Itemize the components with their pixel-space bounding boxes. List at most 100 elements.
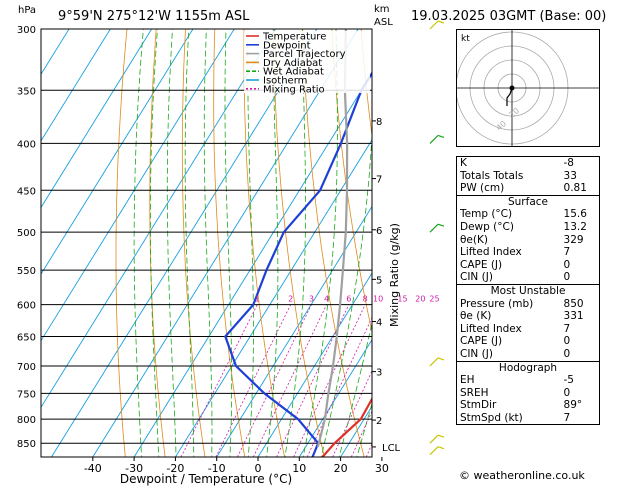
index-value: 15.6 <box>563 208 587 221</box>
wind-barb-icon <box>429 446 445 456</box>
legend-label: Temperature <box>262 32 326 43</box>
mixing-ratio-line <box>350 410 372 457</box>
index-row: Dewp (°C) 13.2 <box>457 221 600 234</box>
index-label: CAPE (J) <box>460 335 503 348</box>
index-row: Temp (°C) 15.6 <box>457 208 600 221</box>
wind-barb-icon <box>429 434 445 444</box>
hodograph-unit: kt <box>461 34 470 44</box>
wet-adiabat-line <box>184 29 195 457</box>
wet-adiabat-line <box>302 29 338 457</box>
pressure-tick-label: 550 <box>17 266 36 277</box>
wind-barb-icon <box>429 357 445 367</box>
series-temperature <box>321 396 372 457</box>
index-label: Lifted Index <box>460 322 522 335</box>
index-row: Pressure (mb) 850 <box>457 298 600 311</box>
mixing-ratio-line <box>276 304 350 457</box>
mixing-ratio-label: 10 <box>373 295 383 304</box>
indices-panel: K -8 Totals Totals 33 PW (cm) 0.81 Surface Temp… <box>456 156 600 426</box>
series-lines <box>224 29 372 457</box>
index-label: Dewp (°C) <box>460 220 514 233</box>
index-section-title: Hodograph <box>456 360 600 375</box>
index-label: StmDir <box>460 399 497 412</box>
mixing-ratio-line <box>215 304 292 457</box>
mixing-ratio-axis-label: Mixing Ratio (g/kg) <box>388 223 401 327</box>
index-label: SREH <box>460 386 489 399</box>
section-heading: Most Unstable <box>456 283 600 298</box>
dry-adiabat-line <box>360 29 372 139</box>
index-value: 329 <box>563 233 584 246</box>
pressure-tick-label: 600 <box>17 301 36 312</box>
legend-label: Mixing Ratio <box>263 84 325 95</box>
pressure-tick-label: 450 <box>17 186 36 197</box>
pressure-tick-label: 800 <box>17 415 36 426</box>
legend-box <box>244 31 370 93</box>
dry-adiabat-line <box>621 16 629 458</box>
pressure-tick-label: 300 <box>17 25 36 36</box>
pressure-tick-label: 750 <box>17 389 36 400</box>
index-label: PW (cm) <box>460 182 505 195</box>
index-label: CIN (J) <box>460 271 493 284</box>
index-value: 33 <box>563 169 577 182</box>
section-heading: Surface <box>456 194 600 209</box>
hodograph-trace <box>506 87 513 106</box>
index-label: θe(K) <box>460 233 488 246</box>
index-row: CAPE (J) 0 <box>457 259 600 272</box>
pressure-tick-label: 650 <box>17 333 36 344</box>
index-label: StmSpd (kt) <box>460 411 523 424</box>
series-parcel-trajectory <box>316 29 349 448</box>
mixing-ratio-label: 25 <box>429 295 439 304</box>
index-value: 0 <box>563 335 571 348</box>
section-heading: Hodograph <box>456 360 600 375</box>
wet-adiabat-line <box>133 29 144 457</box>
dry-adiabat-line <box>302 29 365 457</box>
index-row: Lifted Index 7 <box>457 246 600 259</box>
mixing-ratio-label: 1 <box>255 295 260 304</box>
dry-adiabat-line <box>272 29 325 457</box>
pressure-unit: hPa <box>18 5 37 16</box>
isotherm-line <box>41 29 235 342</box>
index-label: CIN (J) <box>460 347 493 360</box>
series-dewpoint <box>224 71 372 457</box>
mixing-ratio-label: 8 <box>363 295 368 304</box>
wet-adiabat-line <box>356 401 372 457</box>
pressure-tick-label: 350 <box>17 86 36 97</box>
dry-adiabat-line <box>115 29 128 457</box>
mixing-ratio-label: 2 <box>288 295 293 304</box>
index-value: 13.2 <box>563 220 587 233</box>
x-tick-label: -30 <box>125 462 143 475</box>
isotherm-line <box>133 72 372 457</box>
altitude-tick-label: 7 <box>376 175 382 186</box>
wet-adiabat-line <box>338 321 372 457</box>
mixing-ratio-label: 6 <box>346 295 351 304</box>
x-tick-label: 0 <box>255 462 262 475</box>
legend-label: Parcel Trajectory <box>263 49 346 60</box>
index-value: 0 <box>563 347 571 360</box>
wet-adiabat-line <box>266 29 279 457</box>
x-tick-label: -40 <box>84 462 102 475</box>
wind-barb-icon <box>429 223 445 233</box>
legend-label: Isotherm <box>263 76 307 87</box>
pressure-tick-label: 700 <box>17 362 36 373</box>
mixing-ratio-label: 20 <box>415 295 425 304</box>
index-section-title: Surface <box>456 194 600 209</box>
isotherm-line <box>41 29 111 142</box>
hodograph-origin <box>509 85 515 91</box>
altitude-tick-label: LCL <box>382 443 401 454</box>
isotherm-line <box>298 338 372 457</box>
isotherm-line <box>41 29 70 76</box>
altitude-tick-label: 6 <box>376 226 382 237</box>
hodograph: kt 40 20 <box>455 29 600 147</box>
dry-adiabat-line <box>213 29 246 457</box>
wet-adiabat-line <box>247 29 254 457</box>
index-value: 0 <box>563 271 571 284</box>
isotherm-line <box>175 139 372 457</box>
wet-adiabat-line <box>166 29 177 457</box>
index-row: EH -5 <box>457 374 600 387</box>
mixing-ratio-label: 3 <box>309 295 314 304</box>
index-label: CAPE (J) <box>460 258 503 271</box>
index-label: Totals Totals <box>460 169 524 182</box>
x-tick-label: -10 <box>208 462 226 475</box>
altitude-tick-label: 8 <box>376 117 382 128</box>
index-value: 850 <box>563 297 584 310</box>
legend-label: Dry Adiabat <box>263 58 322 69</box>
